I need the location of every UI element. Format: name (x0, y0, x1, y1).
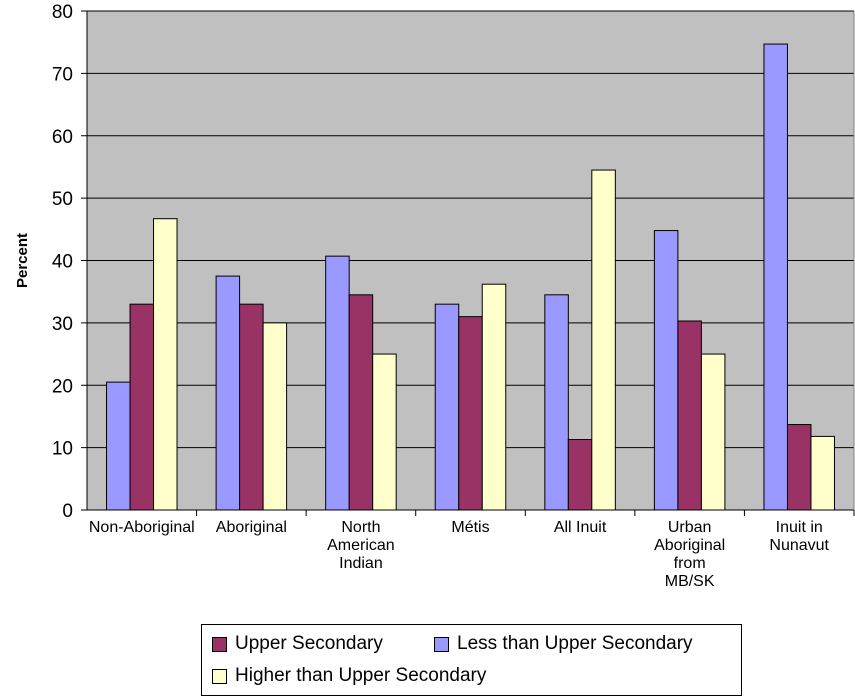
y-tick-label-0: 0 (62, 501, 73, 522)
bar-upper-secondary-all-inuit (568, 440, 592, 510)
bar-less-than-upper-secondary-all-inuit (545, 295, 569, 510)
bar-less-than-upper-secondary-m-tis (435, 304, 459, 510)
y-tick-label-20: 20 (52, 376, 73, 397)
bar-higher-than-upper-secondary-aboriginal (263, 323, 287, 510)
x-category-label-m-tis: Métis (451, 519, 489, 536)
bar-higher-than-upper-secondary-north-american-indian (373, 354, 397, 510)
bar-upper-secondary-non-aboriginal (130, 304, 154, 510)
y-tick-label-80: 80 (52, 2, 73, 23)
legend-swatch-higher-than-upper-secondary (212, 669, 227, 684)
bar-upper-secondary-aboriginal (240, 304, 264, 510)
bar-upper-secondary-urban-aboriginal-from-mb-sk (678, 321, 702, 510)
bar-higher-than-upper-secondary-all-inuit (592, 170, 616, 510)
x-category-label-urban-aboriginal-from-mb-sk: Urban Aboriginal from MB/SK (654, 519, 725, 590)
x-category-label-north-american-indian: North American Indian (327, 519, 395, 572)
x-category-label-inuit-in-nunavut: Inuit in Nunavut (769, 519, 829, 554)
bar-less-than-upper-secondary-aboriginal (216, 276, 240, 510)
bar-higher-than-upper-secondary-non-aboriginal (154, 219, 178, 510)
bar-higher-than-upper-secondary-m-tis (482, 284, 506, 510)
bar-less-than-upper-secondary-urban-aboriginal-from-mb-sk (654, 231, 678, 510)
y-axis-label: Percent (14, 233, 31, 288)
x-category-label-aboriginal: Aboriginal (216, 519, 287, 536)
y-tick-label-60: 60 (52, 127, 73, 148)
x-category-label-non-aboriginal: Non-Aboriginal (89, 519, 195, 536)
chart-legend: Upper Secondary Less than Upper Secondar… (201, 624, 742, 696)
bar-chart: 0 10 20 30 40 50 60 70 80 Percent Non-Aboriginal Ab… (0, 0, 855, 620)
bar-upper-secondary-m-tis (459, 317, 483, 510)
legend-item-higher-than-upper-secondary: Higher than Upper Secondary (212, 665, 486, 687)
legend-swatch-less-than-upper-secondary (434, 637, 449, 652)
legend-item-upper-secondary: Upper Secondary (212, 633, 383, 655)
legend-label-higher-than-upper-secondary: Higher than Upper Secondary (235, 665, 486, 687)
legend-label-upper-secondary: Upper Secondary (235, 633, 383, 655)
legend-item-less-than-upper-secondary: Less than Upper Secondary (434, 633, 693, 655)
y-tick-label-40: 40 (52, 252, 73, 273)
legend-swatch-upper-secondary (212, 637, 227, 652)
y-tick-label-70: 70 (52, 64, 73, 85)
bar-higher-than-upper-secondary-urban-aboriginal-from-mb-sk (701, 354, 725, 510)
x-category-label-all-inuit: All Inuit (554, 519, 607, 536)
legend-label-less-than-upper-secondary: Less than Upper Secondary (457, 633, 693, 655)
bar-higher-than-upper-secondary-inuit-in-nunavut (811, 436, 835, 510)
bar-less-than-upper-secondary-inuit-in-nunavut (764, 44, 788, 510)
y-tick-label-10: 10 (52, 439, 73, 460)
y-tick-label-50: 50 (52, 189, 73, 210)
bar-less-than-upper-secondary-north-american-indian (326, 256, 350, 510)
bar-less-than-upper-secondary-non-aboriginal (107, 382, 130, 510)
bar-upper-secondary-north-american-indian (349, 295, 373, 510)
bar-upper-secondary-inuit-in-nunavut (787, 425, 811, 510)
y-tick-label-30: 30 (52, 314, 73, 335)
